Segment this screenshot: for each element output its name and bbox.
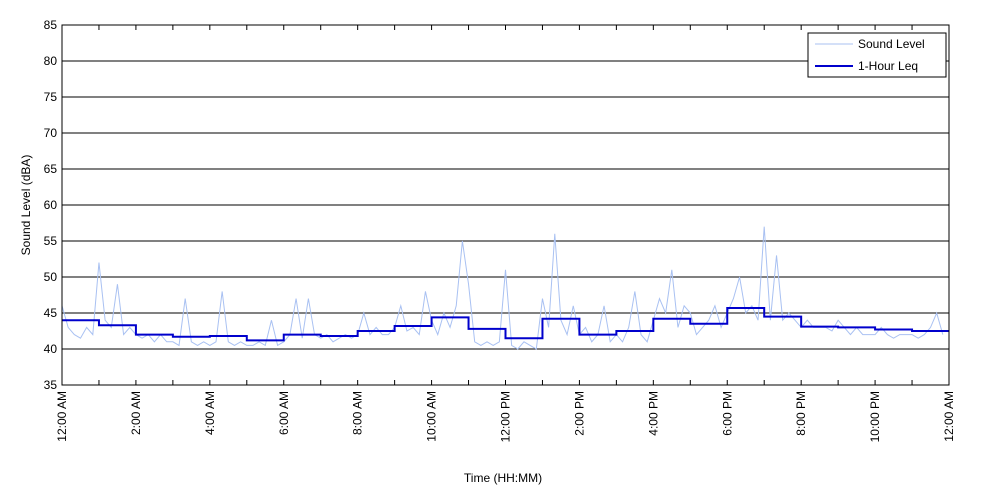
y-tick-label: 70	[44, 126, 58, 140]
x-tick-label: 4:00 AM	[203, 391, 217, 435]
x-axis-label: Time (HH:MM)	[464, 471, 542, 485]
plot-frame	[61, 24, 950, 386]
y-tick-label: 60	[44, 198, 58, 212]
legend-label: 1-Hour Leq	[858, 59, 918, 73]
y-tick-label: 55	[44, 234, 58, 248]
y-tick-label: 45	[44, 306, 58, 320]
y-tick-label: 85	[44, 18, 58, 32]
x-tick-label: 12:00 AM	[55, 391, 69, 442]
y-tick-label: 65	[44, 162, 58, 176]
legend-box	[807, 32, 947, 78]
x-tick-label: 4:00 PM	[646, 391, 660, 436]
x-tick-label: 2:00 AM	[129, 391, 143, 435]
x-tick-label: 10:00 AM	[425, 391, 439, 442]
y-tick-label: 35	[44, 378, 58, 392]
series-line	[62, 306, 949, 342]
x-tick-label: 6:00 PM	[720, 391, 734, 436]
x-tick-label: 2:00 PM	[572, 391, 586, 436]
y-axis-label: Sound Level (dBA)	[19, 155, 33, 256]
y-tick-label: 50	[44, 270, 58, 284]
legend-label: Sound Level	[858, 37, 925, 51]
x-tick-label: 12:00 PM	[499, 391, 513, 442]
x-tick-label: 8:00 PM	[794, 391, 808, 436]
x-tick-label: 8:00 AM	[351, 391, 365, 435]
x-tick-label: 6:00 AM	[277, 391, 291, 435]
x-tick-label: 12:00 AM	[942, 391, 956, 442]
series-line	[61, 226, 944, 350]
y-tick-label: 40	[44, 342, 58, 356]
y-tick-label: 80	[44, 54, 58, 68]
y-tick-label: 75	[44, 90, 58, 104]
x-tick-label: 10:00 PM	[868, 391, 882, 442]
